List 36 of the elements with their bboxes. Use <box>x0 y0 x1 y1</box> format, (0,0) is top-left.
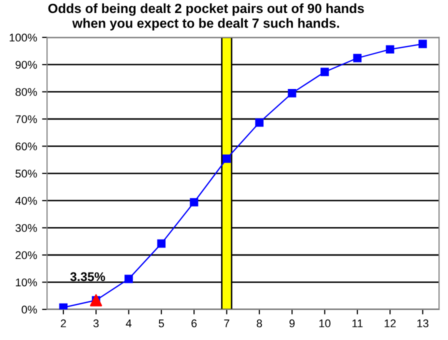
y-tick-label: 100% <box>10 34 37 42</box>
y-tick-label: 90% <box>16 60 37 69</box>
point <box>157 239 166 248</box>
y-tick-label: 80% <box>16 88 37 96</box>
point <box>386 45 394 54</box>
x-tick-label: 11 <box>352 320 363 328</box>
y-tick-label: 40% <box>15 196 37 205</box>
y-tick-label: 0% <box>22 306 37 314</box>
point <box>124 274 133 284</box>
data-label: 3.35% <box>70 272 106 282</box>
point <box>255 118 264 127</box>
x-tick-label: 3 <box>93 319 99 328</box>
y-tick-label: 20% <box>16 251 37 260</box>
point <box>190 198 198 206</box>
point <box>222 154 231 163</box>
y-tick-label: 70% <box>16 115 37 124</box>
y-tick-label: 10% <box>16 278 37 286</box>
x-tick-label: 10 <box>319 319 330 328</box>
point <box>418 40 427 48</box>
point <box>59 303 68 310</box>
x-tick-label: 8 <box>256 319 262 328</box>
point <box>353 54 362 62</box>
point <box>320 68 329 76</box>
x-tick-label: 5 <box>158 320 164 328</box>
point <box>288 88 296 98</box>
x-tick-label: 4 <box>126 320 132 328</box>
x-tick-label: 13 <box>417 319 428 328</box>
x-tick-label: 12 <box>384 319 396 328</box>
x-tick-label: 9 <box>289 319 295 328</box>
chart-title: Odds of being dealt 2 pocket pairs out of 90 hands when you expect to be dealt 7 such hands. <box>48 3 364 30</box>
y-tick-label: 60% <box>16 142 37 150</box>
x-tick-label: 7 <box>224 320 230 328</box>
x-tick-label: 6 <box>192 319 197 328</box>
y-tick-label: 30% <box>16 224 37 232</box>
x-tick-label: 2 <box>60 319 66 328</box>
y-tick-label: 50% <box>16 170 37 178</box>
